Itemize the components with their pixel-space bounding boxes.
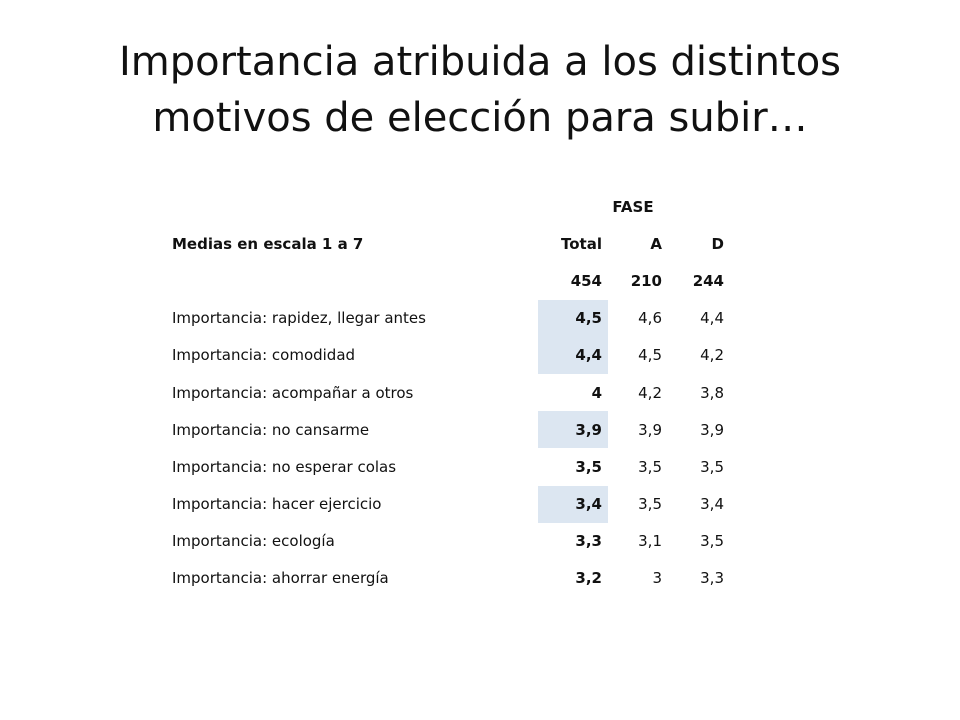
table-row: Importancia: no cansarme 3,9 3,9 3,9	[168, 411, 730, 449]
cell-d: 3,8	[700, 383, 724, 402]
cell-d: 3,4	[700, 495, 724, 514]
table-row: Importancia: hacer ejercicio 3,4 3,5 3,4	[168, 485, 730, 523]
data-rows: Importancia: rapidez, llegar antes 4,5 4,6…	[168, 299, 730, 598]
cell-d: 4,2	[700, 346, 724, 365]
cell-d: 3,5	[700, 457, 724, 476]
slide-title: Importancia atribuida a los distintos mo…	[40, 34, 920, 146]
table-row: Importancia: no esperar colas 3,5 3,5 3,5	[168, 448, 730, 485]
row-label: Importancia: ahorrar energía	[172, 569, 389, 588]
column-header-row: Medias en escala 1 a 7 Total A D	[168, 225, 730, 262]
row-label: Importancia: no esperar colas	[172, 457, 397, 476]
cell-a: 4,2	[638, 383, 662, 402]
empty-cell	[168, 188, 538, 225]
row-label-header: Medias en escala 1 a 7	[172, 234, 364, 253]
table-row: Importancia: comodidad 4,4 4,5 4,2	[168, 336, 730, 374]
cell-d: 4,4	[700, 309, 724, 328]
cell-a: 3,9	[638, 420, 662, 439]
base-total: 454	[570, 271, 602, 290]
cell-d: 3,3	[700, 569, 724, 588]
row-label: Importancia: rapidez, llegar antes	[172, 309, 426, 328]
cell-d: 3,9	[700, 420, 724, 439]
row-label: Importancia: hacer ejercicio	[172, 495, 382, 514]
cell-a: 4,6	[638, 309, 662, 328]
base-a: 210	[630, 271, 662, 290]
empty-cell	[168, 262, 538, 299]
row-label: Importancia: ecología	[172, 532, 335, 551]
means-table: FASE Medias en escala 1 a 7 Total A D 45…	[168, 188, 730, 597]
table-row: Importancia: acompañar a otros 4 4,2 3,8	[168, 374, 730, 411]
cell-total: 3,5	[575, 457, 602, 476]
cell-total: 3,3	[575, 532, 602, 551]
cell-a: 3,1	[638, 532, 662, 551]
row-label: Importancia: acompañar a otros	[172, 383, 414, 402]
cell-a: 4,5	[638, 346, 662, 365]
cell-a: 3,5	[638, 495, 662, 514]
row-label: Importancia: comodidad	[172, 346, 356, 365]
table-row: Importancia: ahorrar energía 3,2 3 3,3	[168, 560, 730, 597]
cell-a: 3	[652, 569, 662, 588]
cell-a: 3,5	[638, 457, 662, 476]
cell-total: 4,4	[538, 336, 608, 374]
cell-total: 4,5	[538, 299, 608, 337]
column-header-a: A	[650, 234, 662, 253]
column-header-d: D	[711, 234, 724, 253]
group-header-row: FASE	[168, 188, 730, 225]
table-row: Importancia: rapidez, llegar antes 4,5 4,6…	[168, 299, 730, 337]
cell-total: 4	[591, 383, 602, 402]
column-header-total: Total	[561, 234, 602, 253]
slide-title-line-1: Importancia atribuida a los distintos	[118, 39, 842, 85]
row-label: Importancia: no cansarme	[172, 420, 370, 439]
table-row: Importancia: ecología 3,3 3,1 3,5	[168, 523, 730, 560]
group-header-fase: FASE	[612, 197, 654, 216]
slide-title-line-2: motivos de elección para subir…	[152, 95, 808, 141]
cell-d: 3,5	[700, 532, 724, 551]
base-d: 244	[692, 271, 724, 290]
cell-total: 3,2	[575, 569, 602, 588]
base-row: 454 210 244	[168, 262, 730, 299]
cell-total: 3,4	[538, 485, 608, 523]
cell-total: 3,9	[538, 411, 608, 449]
